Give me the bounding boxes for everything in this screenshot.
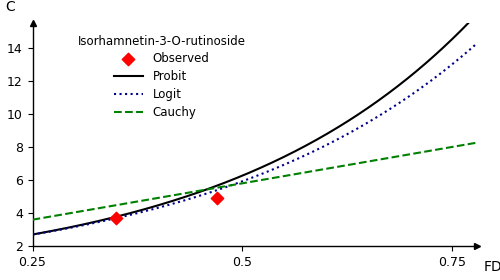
Logit <box>474 42 480 45</box>
X-axis label: FDI: FDI <box>484 260 500 274</box>
Observed <box>213 196 221 200</box>
Line: Cauchy: Cauchy <box>32 143 477 220</box>
Cauchy <box>270 176 276 180</box>
Probit <box>240 173 246 177</box>
Probit <box>30 233 36 236</box>
Line: Probit: Probit <box>32 14 477 235</box>
Cauchy <box>294 172 300 176</box>
Cauchy <box>394 155 400 158</box>
Logit <box>244 178 250 181</box>
Observed <box>112 216 120 220</box>
Line: Logit: Logit <box>32 43 477 235</box>
Cauchy <box>30 218 36 221</box>
Legend: Observed, Probit, Logit, Cauchy: Observed, Probit, Logit, Cauchy <box>74 31 249 122</box>
Logit <box>240 179 246 183</box>
Cauchy <box>240 181 246 185</box>
Logit <box>294 157 300 161</box>
Y-axis label: C: C <box>6 0 15 14</box>
Probit <box>270 160 276 164</box>
Probit <box>464 23 469 27</box>
Logit <box>394 103 400 106</box>
Logit <box>464 51 469 54</box>
Logit <box>270 168 276 171</box>
Logit <box>30 233 36 236</box>
Probit <box>394 85 400 88</box>
Probit <box>294 149 300 152</box>
Probit <box>244 172 250 176</box>
Cauchy <box>244 181 250 184</box>
Cauchy <box>474 141 480 144</box>
Cauchy <box>464 143 469 146</box>
Probit <box>474 12 480 16</box>
